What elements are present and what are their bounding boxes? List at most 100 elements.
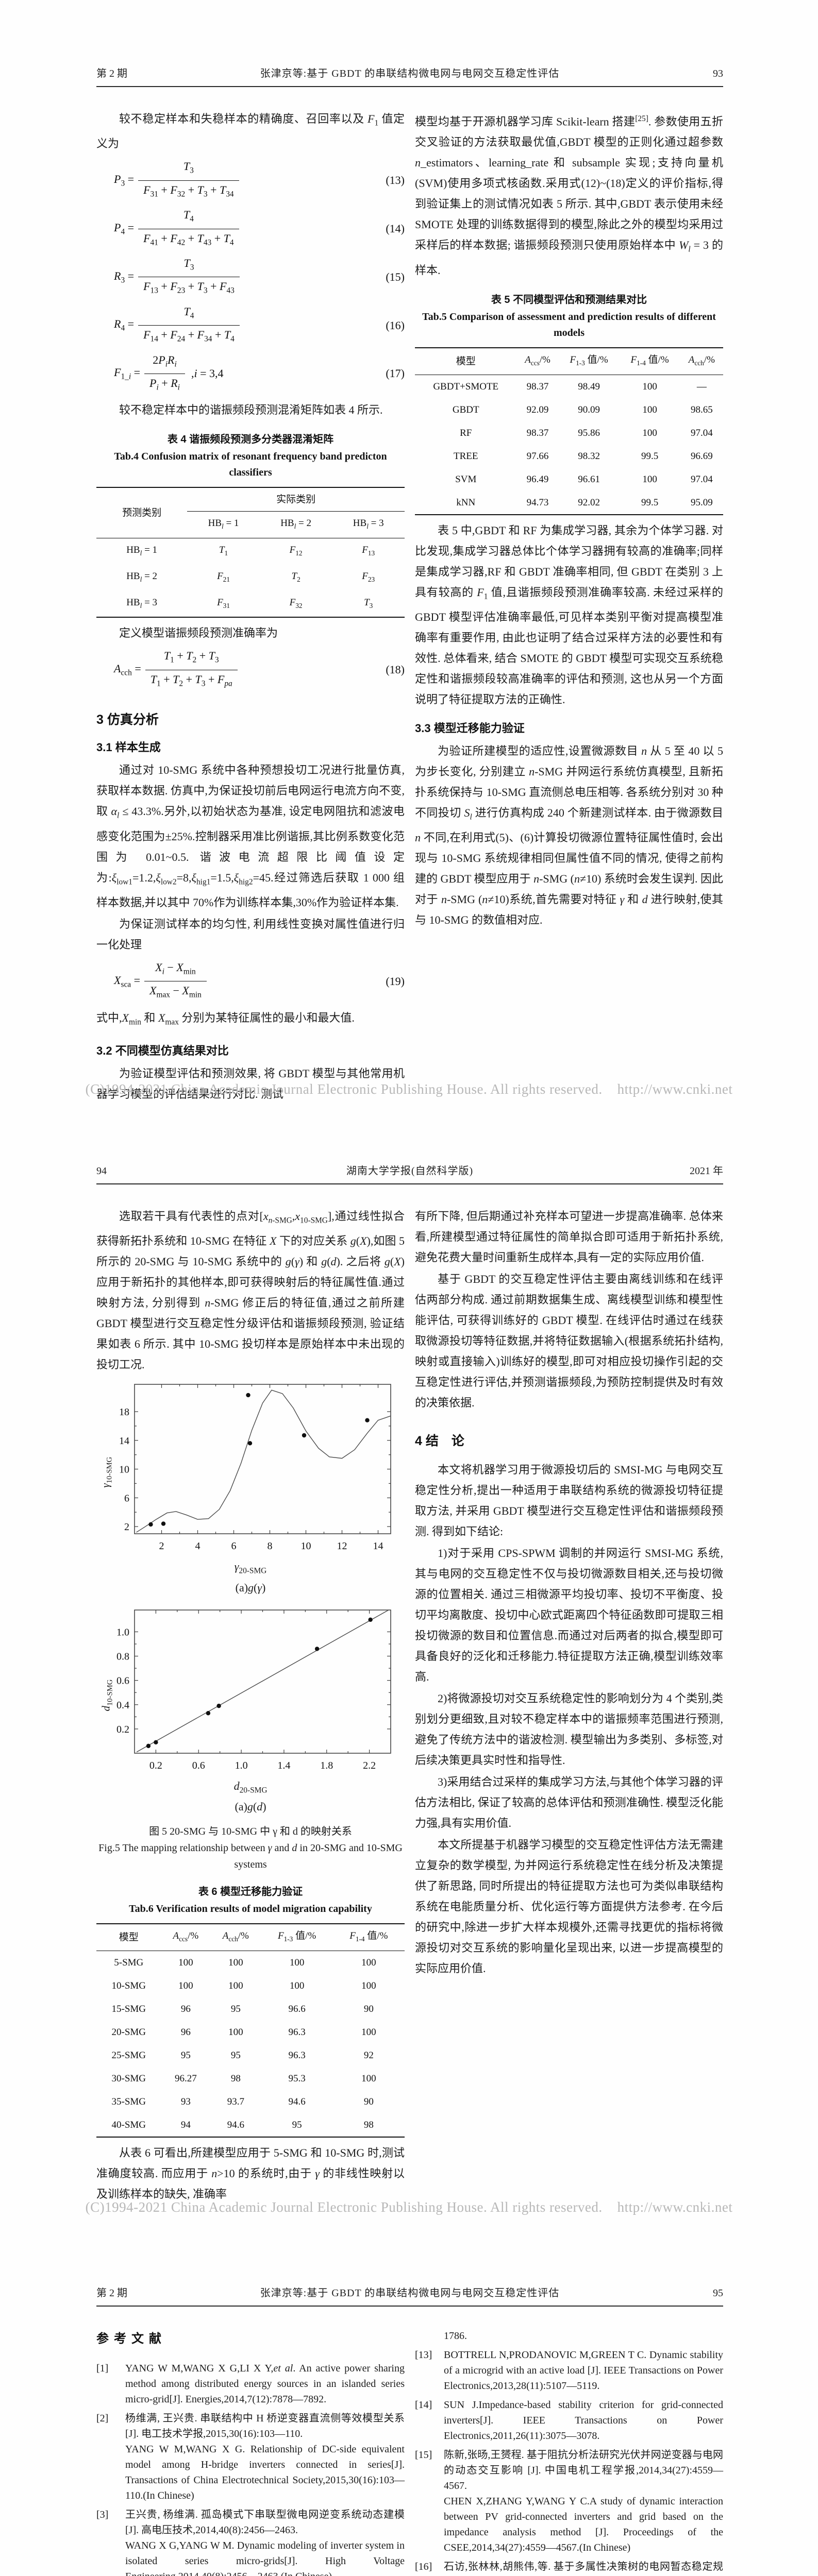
right-column: 1786. [13] BOTTRELL N,PRODANOVIC M,GREEN T… bbox=[415, 2328, 723, 2576]
table-cell: 96.3 bbox=[288, 2026, 306, 2038]
fig5b-xlabel: d20-SMG bbox=[233, 1779, 268, 1795]
table-cell: 95 bbox=[230, 2003, 241, 2014]
fig5b-scatter-plot: 0.2 0.6 1.0 1.4 1.8 2.2 0.2 0.4 0.6 0.8 1.0 bbox=[116, 1609, 391, 1771]
svg-text:0.6: 0.6 bbox=[192, 1760, 205, 1771]
table-cell: 92 bbox=[363, 2049, 374, 2061]
svg-text:0.2: 0.2 bbox=[116, 1724, 129, 1735]
table-cell: T2 bbox=[291, 570, 301, 583]
svg-text:10: 10 bbox=[119, 1464, 129, 1476]
reference-item: [1] YANG W M,WANG X G,LI X Y,et al. An ac… bbox=[96, 2361, 405, 2407]
reference-number: [14] bbox=[415, 2399, 432, 2411]
fig5a-xlabel: γ20-SMG bbox=[234, 1560, 267, 1575]
fig5a-sublabel: (a)g(γ) bbox=[235, 1581, 266, 1594]
paragraph: 1)对于采用 CPS-SPWM 调制的并网运行 SMSI-MG 系统, 其与电网… bbox=[415, 1547, 723, 1683]
table-row: 35-SMG 93 93.7 94.6 90 bbox=[96, 2090, 405, 2113]
table-4: 预测类别 实际类别 HBl = 1 HBl = 2 HBl = 3 HBl = … bbox=[96, 487, 405, 618]
table-cell: 100 bbox=[361, 2073, 376, 2084]
table-6: 模型 Accs/% Acch/% F1-3 值/% F1-4 值/% 5-SMG… bbox=[96, 1923, 405, 2138]
equation-15: R3 = T3 F13 + F23 + T3 + F43 (15) bbox=[96, 255, 405, 299]
page-93: 第 2 期 张津京等:基于 GBDT 的串联结构微电网与电网交互稳定性评估 93… bbox=[0, 0, 818, 1113]
table-cell: 98.37 bbox=[526, 427, 549, 438]
table6-caption-en: Tab.6 Verification results of model migr… bbox=[129, 1903, 372, 1915]
table-row: 30-SMG 96.27 98 95.3 100 bbox=[96, 2067, 405, 2090]
table-cell: HBl = 2 bbox=[126, 570, 158, 583]
cnki-watermark: (C)1994-2021 China Academic Journal Elec… bbox=[85, 1081, 733, 1097]
reference-text: BOTTRELL N,PRODANOVIC M,GREEN T C. Dynam… bbox=[444, 2349, 723, 2392]
svg-text:10: 10 bbox=[301, 1540, 311, 1552]
left-column: 较不稳定样本和失稳样本的精确度、召回率以及 F1 值定义为 P3 = T3 F31… bbox=[96, 109, 405, 1106]
table-cell: 90 bbox=[363, 2096, 374, 2107]
table6-caption-cn: 表 6 模型迁移能力验证 bbox=[198, 1886, 303, 1898]
table-cell: 99.5 bbox=[641, 450, 659, 462]
table-cell: 93 bbox=[180, 2096, 191, 2107]
right-column: 有所下降, 但后期通过补充样本可望进一步提高准确率. 总体来看,所建模型通过特征… bbox=[415, 1206, 723, 2206]
table-row: HBl = 2 F21 T2 F23 bbox=[96, 565, 405, 591]
fig5b-ylabel: d10-SMG bbox=[99, 1679, 114, 1711]
reference-item: 1786. bbox=[415, 2328, 723, 2344]
table-cell: 100 bbox=[178, 1957, 193, 1968]
left-column: 选取若干具有代表性的点对[xn-SMG,x10-SMG],通过线性拟合获得新拓扑… bbox=[96, 1206, 405, 2206]
references-list-left: [1] YANG W M,WANG X G,LI X Y,et al. An ac… bbox=[96, 2361, 405, 2576]
table-cell: 15-SMG bbox=[111, 2003, 146, 2014]
table-row: 5-SMG 100 100 100 100 bbox=[96, 1951, 405, 1974]
page-94: 94 湖南大学学报(自然科学版) 2021 年 选取若干具有代表性的点对[xn-… bbox=[0, 1113, 818, 2231]
table-cell: GBDT bbox=[452, 404, 479, 415]
table-cell: 100 bbox=[361, 1957, 376, 1968]
table-cell: F32 bbox=[289, 597, 303, 609]
table-cell: 35-SMG bbox=[111, 2096, 146, 2107]
table-cell: 96 bbox=[180, 2003, 191, 2014]
paragraph: 2)将微源投切对交互系统稳定性的影响划分为 4 个类别,类别划分更细致,且对较不… bbox=[415, 1692, 723, 1767]
reference-item: [16] 石访,张林林,胡熊伟,等. 基于多属性决策树的电网暂态稳定规则提取方法[… bbox=[415, 2559, 723, 2576]
equation-16: R4 = T4 F14 + F24 + F34 + T4 (16) bbox=[96, 303, 405, 348]
paragraph: 为保证测试样本的均匀性, 利用线性变换对属性值进行归一化处理 bbox=[96, 918, 405, 952]
table-cell: 95.86 bbox=[578, 427, 600, 438]
references-list-right: 1786. [13] BOTTRELL N,PRODANOVIC M,GREEN T… bbox=[415, 2328, 723, 2576]
year-label: 2021 年 bbox=[690, 1165, 723, 1177]
table-cell: 94.6 bbox=[288, 2096, 306, 2107]
table-cell: 92.02 bbox=[578, 497, 600, 508]
page-number: 94 bbox=[96, 1165, 107, 1177]
table-cell: 40-SMG bbox=[111, 2119, 146, 2130]
equation-19: Xsca = Xi − Xmin Xmax − Xmin (19) bbox=[96, 959, 405, 1004]
table-cell: 95.09 bbox=[690, 497, 713, 508]
reference-item: [13] BOTTRELL N,PRODANOVIC M,GREEN T C. D… bbox=[415, 2347, 723, 2394]
page-header: 第 2 期 张津京等:基于 GBDT 的串联结构微电网与电网交互稳定性评估 95 bbox=[96, 2284, 723, 2299]
table-cell: 96.27 bbox=[175, 2073, 197, 2084]
table-cell: 100 bbox=[178, 1980, 193, 1991]
table-cell: T3 bbox=[364, 597, 373, 609]
table-cell: 100 bbox=[642, 381, 657, 392]
figure-5: γ10-SMG 2 4 6 8 10 12 14 2 6 10 14 18 γ20-SMG (a)g(… bbox=[96, 1378, 405, 1873]
table-cell: 98 bbox=[363, 2119, 374, 2130]
paragraph: 基于 GBDT 的交互稳定性评估主要由离线训练和在线评估两部分构成. 通过前期数… bbox=[415, 1273, 724, 1409]
table-cell: 97.04 bbox=[690, 473, 713, 485]
table-cell: 92.09 bbox=[526, 404, 549, 415]
paragraph: 从表 6 可看出,所建模型应用于 5-SMG 和 10-SMG 时,测试准确度较… bbox=[96, 2146, 405, 2200]
paragraph: 有所下降, 但后期通过补充样本可望进一步提高准确率. 总体来看,所建模型通过特征… bbox=[415, 1210, 723, 1264]
reference-item: [3] 王兴贵, 杨维满. 孤岛模式下串联型微电网逆变系统动态建模[J]. 高电压… bbox=[96, 2507, 405, 2576]
reference-number: [1] bbox=[96, 2363, 109, 2374]
paragraph: 式中,Xmin 和 Xmax 分别为某特征属性的最小和最大值. bbox=[96, 1011, 355, 1027]
table-cell: 98.49 bbox=[578, 381, 600, 392]
reference-number: [2] bbox=[96, 2413, 109, 2424]
svg-text:2: 2 bbox=[159, 1540, 164, 1552]
table-cell: F31 bbox=[217, 597, 230, 609]
table-cell: 5-SMG bbox=[114, 1957, 144, 1968]
svg-text:0.8: 0.8 bbox=[116, 1651, 129, 1662]
paragraph: 本文所提基于机器学习模型的交互稳定性评估方法无需建立复杂的数学模型, 为并网运行… bbox=[415, 1838, 723, 1975]
table-cell: 96.6 bbox=[288, 2003, 306, 2014]
paragraph: 模型均基于开源机器学习库 Scikit-learn 搭建[25]. 参数使用五折… bbox=[415, 114, 723, 277]
table-cell: 94.6 bbox=[227, 2119, 244, 2130]
journal-title: 湖南大学学报(自然科学版) bbox=[346, 1165, 474, 1177]
table-cell: 93.7 bbox=[227, 2096, 244, 2107]
paragraph: 通过对 10-SMG 系统中各种预想投切工况进行批量仿真,获取样本数据. 仿真中… bbox=[96, 764, 405, 909]
fig5b-sublabel: (a)g(d) bbox=[235, 1800, 266, 1814]
table-cell: 100 bbox=[361, 1980, 376, 1991]
page-95: 第 2 期 张津京等:基于 GBDT 的串联结构微电网与电网交互稳定性评估 95… bbox=[0, 2231, 818, 2576]
table-cell: 95 bbox=[230, 2049, 241, 2061]
reference-item: [14] SUN J.Impedance-based stability crit… bbox=[415, 2397, 723, 2444]
reference-number: [16] bbox=[415, 2561, 432, 2572]
table-cell: 90.09 bbox=[578, 404, 600, 415]
table-cell: 96.3 bbox=[288, 2049, 306, 2061]
svg-text:2.2: 2.2 bbox=[363, 1760, 376, 1771]
